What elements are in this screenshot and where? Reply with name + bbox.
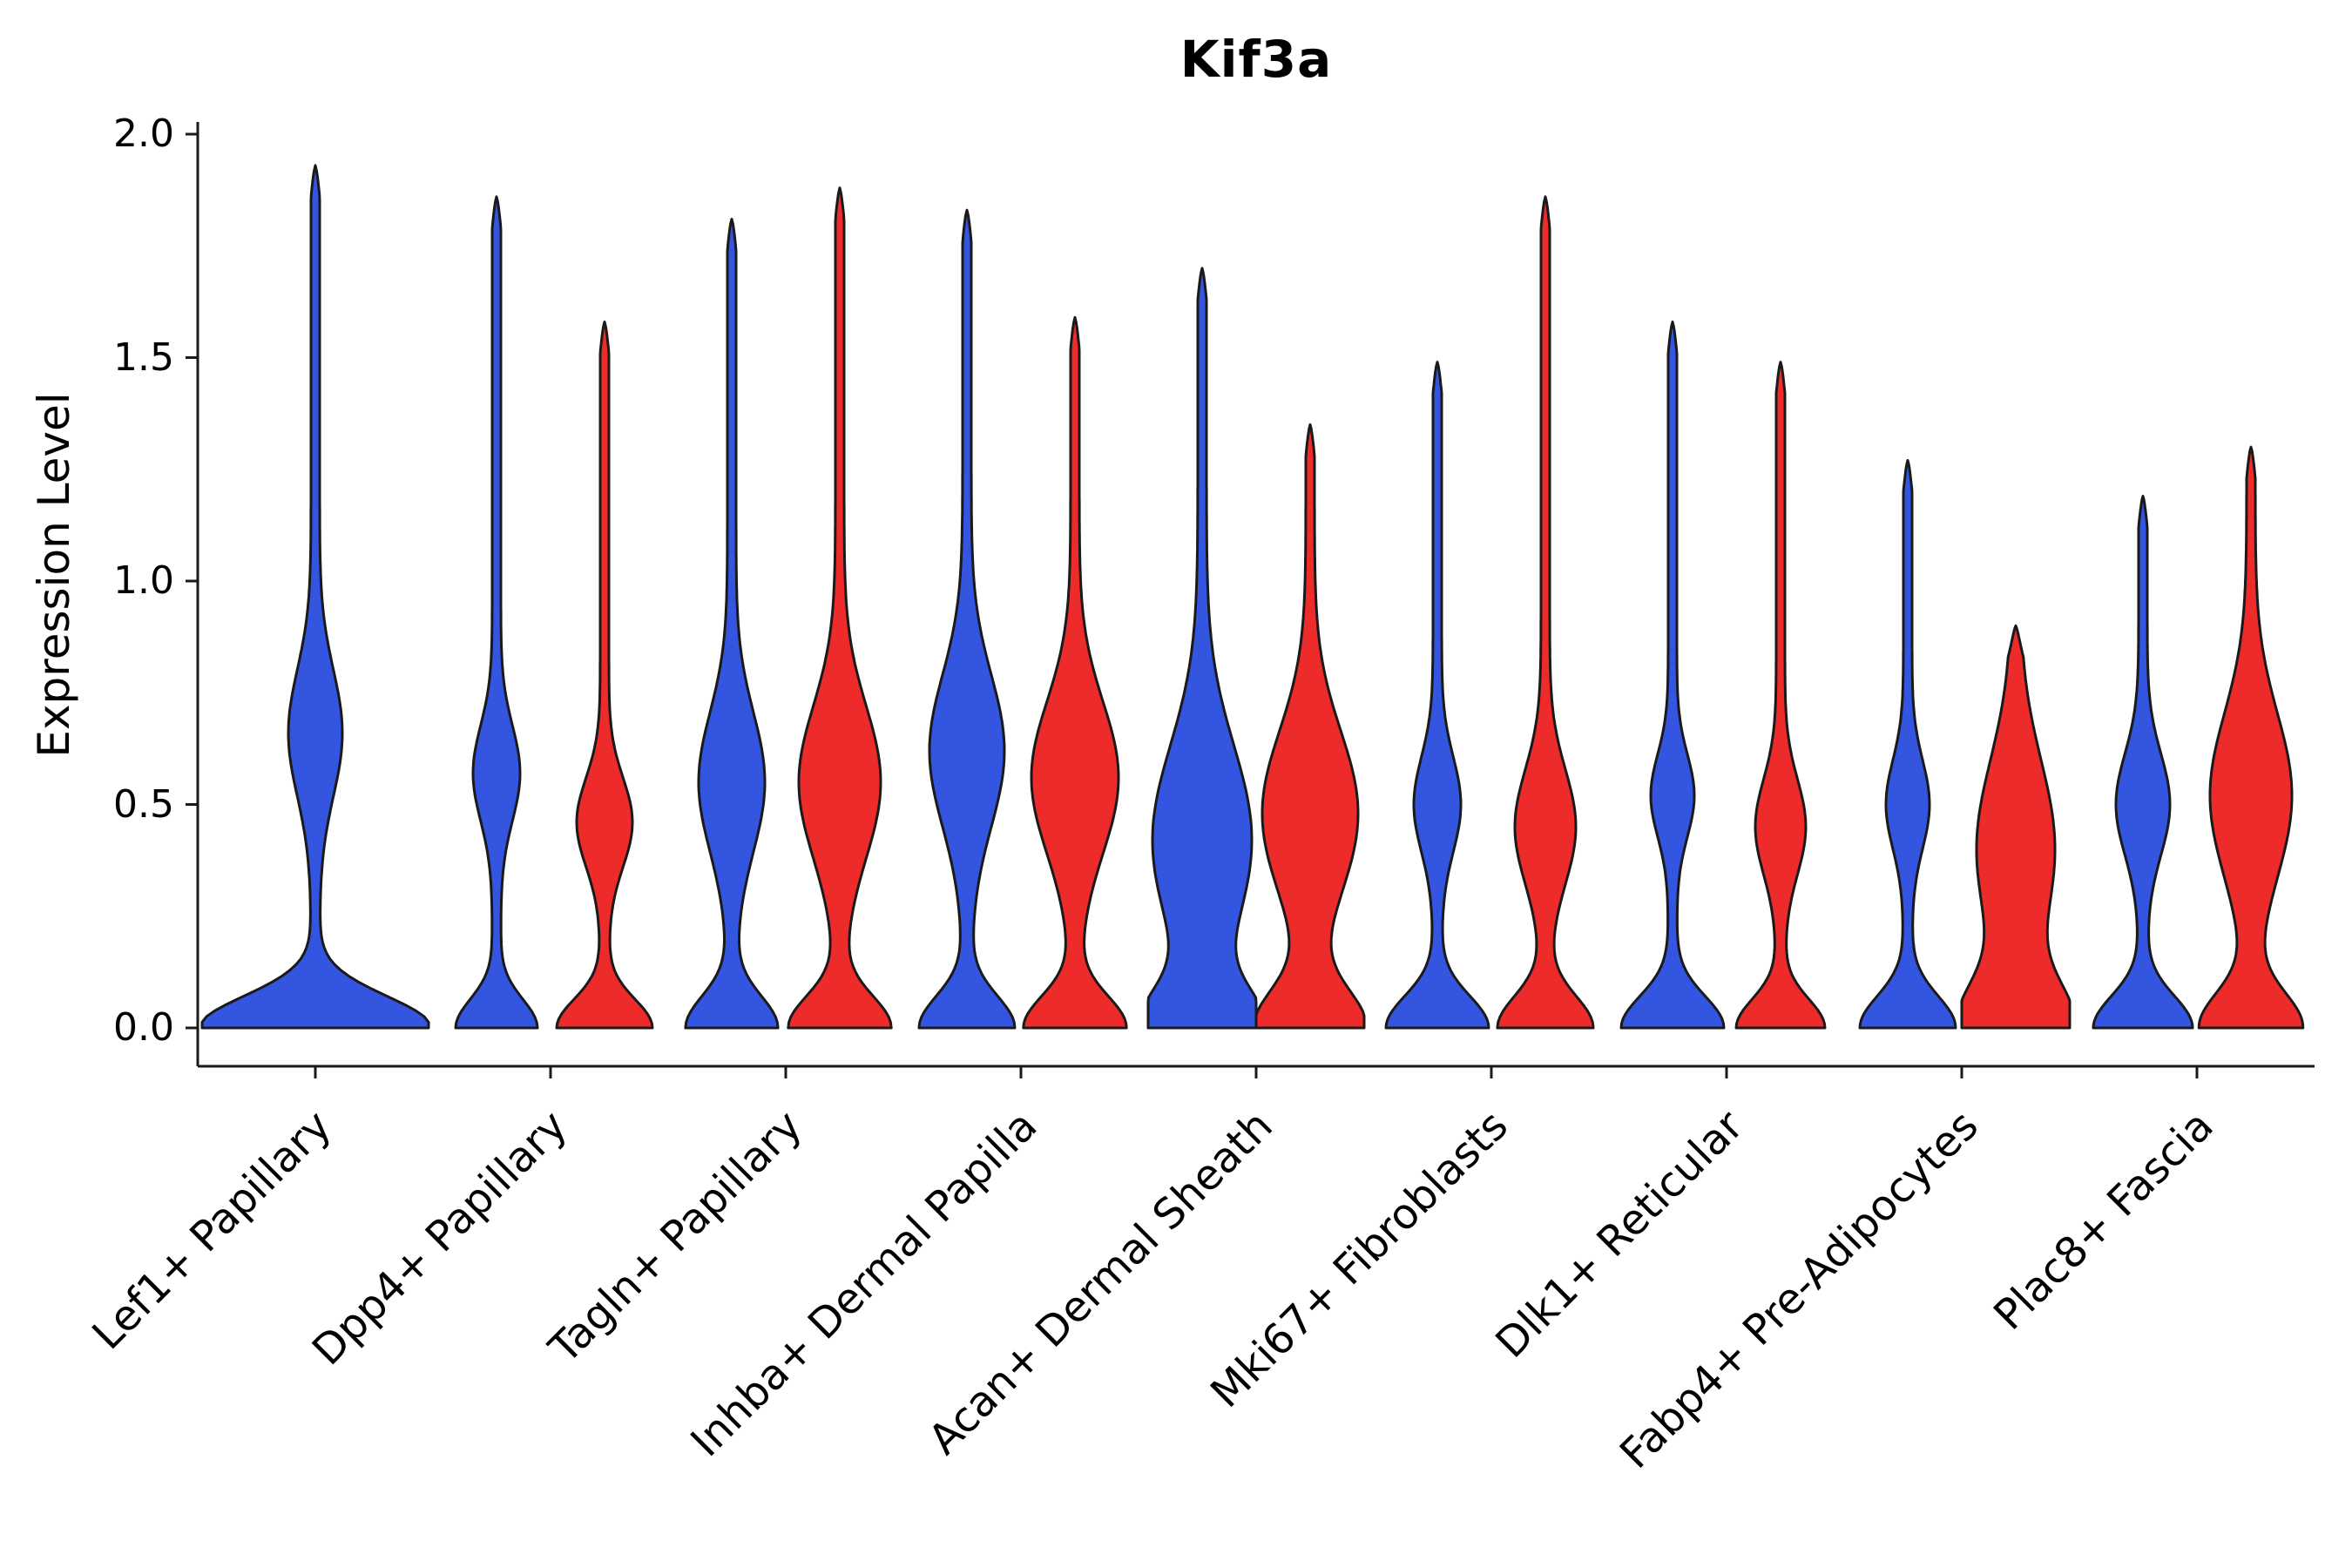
violin-blue-tagln-papillary	[684, 218, 780, 1030]
violin-red-inhba-dermal-papilla	[1022, 315, 1128, 1030]
violin-red-tagln-papillary	[787, 186, 893, 1030]
violin-red-dpp4-papillary	[555, 321, 654, 1030]
y-tick-label: 0.0	[113, 1005, 174, 1050]
violin-red-mki67-fibroblasts	[1496, 195, 1595, 1030]
y-tick-label: 0.5	[113, 781, 174, 827]
violin-blue-fabp4-pre-adipocytes	[1858, 459, 1957, 1030]
violin-blue-inhba-dermal-papilla	[917, 208, 1017, 1030]
violin-blue-dpp4-papillary	[454, 195, 539, 1030]
violin-red-dlk1-reticular	[1734, 361, 1827, 1030]
violin-red-fabp4-pre-adipocytes	[1960, 624, 2072, 1030]
violin-red-acan-dermal-sheath	[1254, 422, 1366, 1030]
violin-blue-mki67-fibroblasts	[1384, 361, 1490, 1030]
chart-title: Kif3a	[1179, 30, 1333, 89]
y-tick-label: 1.0	[113, 558, 174, 603]
y-tick-label: 2.0	[113, 112, 174, 156]
violin-blue-acan-dermal-sheath	[1146, 267, 1258, 1030]
y-tick-label: 1.5	[113, 335, 174, 380]
violin-red-plac8-fascia	[2197, 445, 2305, 1030]
violin-blue-lef1-papillary	[200, 164, 430, 1030]
violin-blue-plac8-fascia	[2092, 495, 2194, 1030]
violin-blue-dlk1-reticular	[1619, 321, 1726, 1030]
